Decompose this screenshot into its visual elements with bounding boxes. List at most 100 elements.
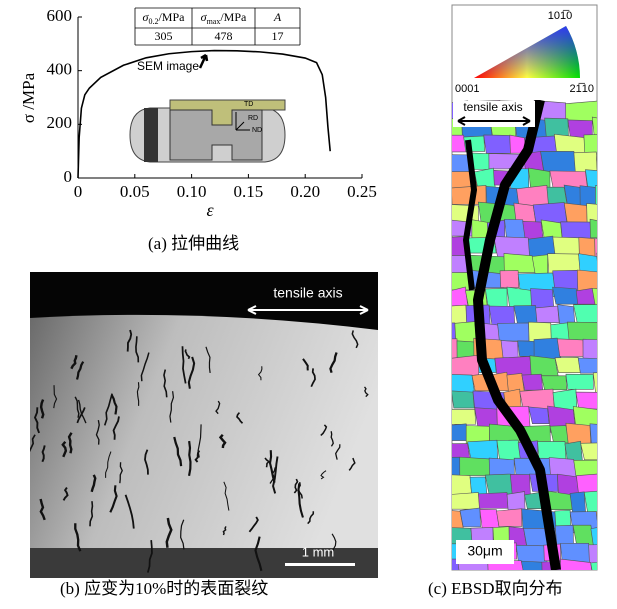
grain: [507, 287, 533, 307]
scale-bar: [285, 563, 355, 566]
grain: [591, 560, 617, 581]
grain: [596, 509, 617, 530]
inset-label: TD: [244, 101, 253, 108]
grain: [489, 458, 514, 476]
grain: [541, 376, 566, 390]
grain: [555, 357, 580, 372]
grain: [500, 271, 519, 288]
grain: [521, 561, 544, 580]
grain: [455, 322, 477, 344]
ipf-label: 0001: [455, 83, 479, 95]
sem-image: [28, 272, 378, 578]
y-tick-label: 0: [64, 167, 73, 186]
grain: [573, 304, 606, 322]
grain: [558, 305, 575, 325]
grain: [597, 253, 617, 270]
grain: [579, 254, 599, 273]
grain: [529, 407, 549, 424]
grain: [560, 559, 592, 578]
grain: [433, 135, 466, 152]
grain: [498, 323, 529, 341]
annotation: SEM image: [137, 59, 199, 73]
table-header: A: [273, 10, 282, 24]
table-cell: 478: [215, 29, 233, 43]
grain: [516, 545, 547, 562]
grain: [581, 443, 604, 460]
grain: [440, 409, 476, 424]
grain: [448, 155, 469, 174]
table-header: σ0.2/MPa: [143, 10, 186, 26]
grain: [478, 493, 508, 509]
header-unit: /MPa: [158, 10, 185, 24]
grains: [432, 100, 617, 584]
grain: [460, 457, 491, 475]
grain: [534, 338, 561, 359]
axis-label: tensile axis: [273, 285, 342, 301]
grain: [576, 392, 614, 409]
grain: [590, 219, 607, 238]
axis-label: tensile axis: [463, 100, 522, 114]
grain: [536, 306, 560, 323]
grain: [445, 424, 468, 441]
grain: [451, 305, 467, 325]
grain: [484, 135, 511, 153]
ebsd-map: 101̅0 0001 21̅10: [432, 5, 617, 584]
caption: (b) 应变为10%时的表面裂纹: [60, 579, 268, 598]
x-axis-label: ε: [206, 200, 214, 220]
grain: [485, 288, 507, 307]
annotation-arrow: [200, 55, 207, 68]
grain: [592, 117, 610, 135]
scale-label: 1 mm: [302, 544, 335, 559]
ipf-label: 101̅0: [548, 10, 572, 22]
table-header: σmax/MPa: [201, 10, 247, 26]
x-tick-label: 0.25: [347, 182, 377, 201]
grain: [504, 253, 536, 272]
header-unit: /MPa: [220, 10, 247, 24]
grain: [468, 440, 498, 459]
grain: [451, 185, 486, 204]
grain: [576, 474, 599, 494]
grain: [583, 339, 608, 360]
caption: (a) 拉伸曲线: [148, 234, 239, 253]
x-tick-label: 0.05: [120, 182, 150, 201]
y-tick-label: 400: [47, 60, 73, 79]
y-tick-label: 200: [47, 113, 73, 132]
grain: [557, 339, 583, 357]
grain: [596, 152, 617, 169]
figure: 020040060000.050.100.150.200.25εσ /MPaSE…: [0, 0, 617, 604]
caption: (c) EBSD取向分布: [428, 579, 563, 598]
table-cell: 305: [155, 29, 173, 43]
grain: [595, 186, 615, 212]
grain: [593, 372, 616, 393]
grain: [451, 391, 474, 408]
scale-label: 30μm: [467, 543, 502, 559]
grain: [438, 509, 463, 530]
x-tick-label: 0.15: [234, 182, 264, 201]
grain: [460, 508, 481, 527]
x-tick-label: 0.20: [290, 182, 320, 201]
grain: [541, 151, 578, 172]
specimen-inset: TD RD ND: [130, 100, 285, 162]
grain: [485, 474, 513, 494]
grain: [449, 492, 480, 509]
y-tick-label: 600: [47, 6, 73, 25]
inset-label: RD: [248, 115, 258, 122]
ipf-label: 21̅10: [570, 83, 594, 95]
grain: [555, 510, 571, 527]
header-sub: 0.2: [148, 17, 158, 26]
grain: [522, 374, 543, 390]
grain: [570, 492, 586, 514]
grain: [437, 237, 466, 258]
x-tick-label: 0: [74, 182, 83, 201]
grain: [441, 457, 462, 477]
grain: [447, 355, 478, 375]
header-symbol: A: [273, 10, 282, 24]
grain: [552, 287, 579, 304]
inset-label: ND: [252, 127, 262, 134]
header-sub: max: [207, 17, 221, 26]
crack: [189, 441, 190, 476]
grain: [518, 341, 537, 357]
grain: [496, 509, 521, 527]
grain: [566, 374, 594, 389]
